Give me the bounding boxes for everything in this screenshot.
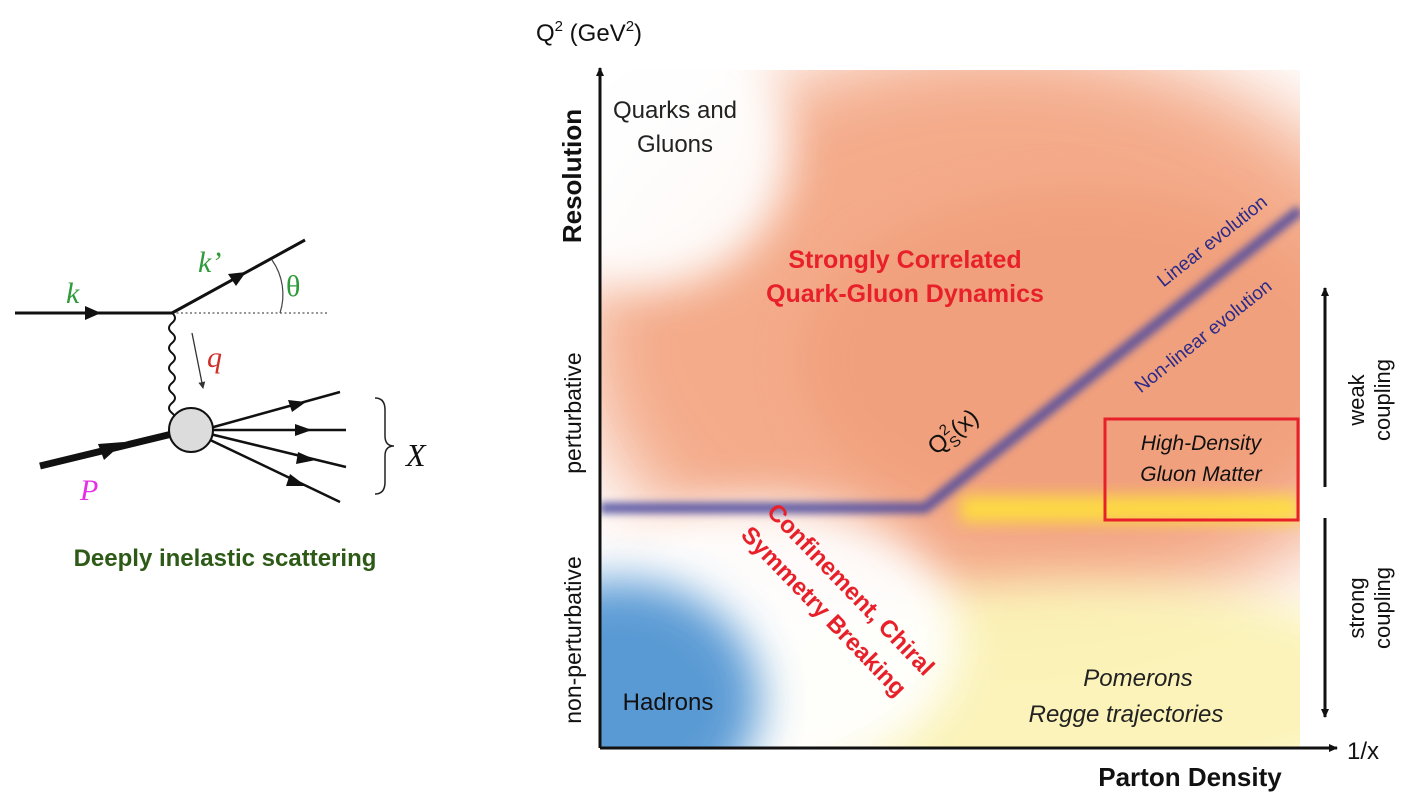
hadrons-label: Hadrons: [623, 689, 714, 716]
feynman-diagram: k k’ θ q P X Deeply inelastic scattering: [15, 238, 427, 572]
orange-region-core: [800, 190, 1300, 530]
label-k-prime: k’: [198, 246, 221, 279]
jet-arrow-3-icon: [296, 452, 316, 464]
label-P: P: [79, 474, 98, 507]
y-axis-unit: Q2 (GeV2): [536, 18, 642, 47]
jet-line-4: [205, 436, 341, 504]
y-regime-perturbative: perturbative: [560, 352, 586, 473]
x-axis-label: Parton Density: [1098, 762, 1282, 792]
label-X: X: [404, 437, 427, 473]
incoming-proton-arrow-icon: [98, 442, 124, 460]
label-q: q: [207, 341, 222, 374]
phase-diagram: Q2 (GeV2) Resolution perturbative non-pe…: [536, 18, 1395, 792]
label-k: k: [66, 277, 80, 310]
region-quarks-gluons-line2: Gluons: [637, 131, 713, 158]
feynman-caption: Deeply inelastic scattering: [74, 545, 377, 572]
y-regime-non-perturbative: non-perturbative: [560, 556, 586, 724]
incoming-electron-arrow-icon: [85, 306, 101, 320]
strong-coupling-label-2: coupling: [1370, 567, 1395, 649]
jet-arrow-4-icon: [286, 474, 306, 486]
pomerons-label-line2: Regge trajectories: [1029, 701, 1224, 728]
jet-arrow-2-icon: [295, 424, 312, 436]
scattering-angle-arc: [271, 259, 284, 314]
high-density-label-line2: Gluon Matter: [1140, 463, 1262, 486]
outgoing-electron-arrow-icon: [228, 272, 246, 286]
high-density-label-line1: High-Density: [1141, 432, 1263, 455]
final-state-brace: [374, 397, 395, 495]
jet-line-3: [209, 432, 347, 469]
region-quarks-gluons-line1: Quarks and: [613, 97, 737, 124]
virtual-photon-line: [168, 312, 176, 424]
jet-line-1: [209, 390, 341, 430]
momentum-transfer-arrow: [191, 332, 206, 389]
jet-arrow-1-icon: [288, 400, 306, 412]
hadrons-blue-region: [600, 580, 760, 748]
weak-coupling-label-2: coupling: [1370, 359, 1395, 441]
strong-coupling-label-1: strong: [1344, 577, 1369, 638]
high-density-yellow-band: [960, 496, 1300, 522]
hadron-blob: [168, 407, 214, 453]
weak-coupling-label-1: weak: [1344, 373, 1369, 426]
region-strongly-correlated-line2: Quark-Gluon Dynamics: [766, 280, 1044, 308]
y-axis-label: Resolution: [557, 109, 587, 243]
x-axis-unit: 1/x: [1347, 738, 1379, 765]
region-strongly-correlated-line1: Strongly Correlated: [788, 246, 1021, 274]
pomerons-label-line1: Pomerons: [1083, 665, 1192, 692]
saturation-scale-line: [600, 205, 1300, 514]
quarks-gluons-light-region: [600, 70, 790, 290]
label-theta: θ: [286, 270, 300, 303]
high-density-box: [1103, 417, 1300, 522]
